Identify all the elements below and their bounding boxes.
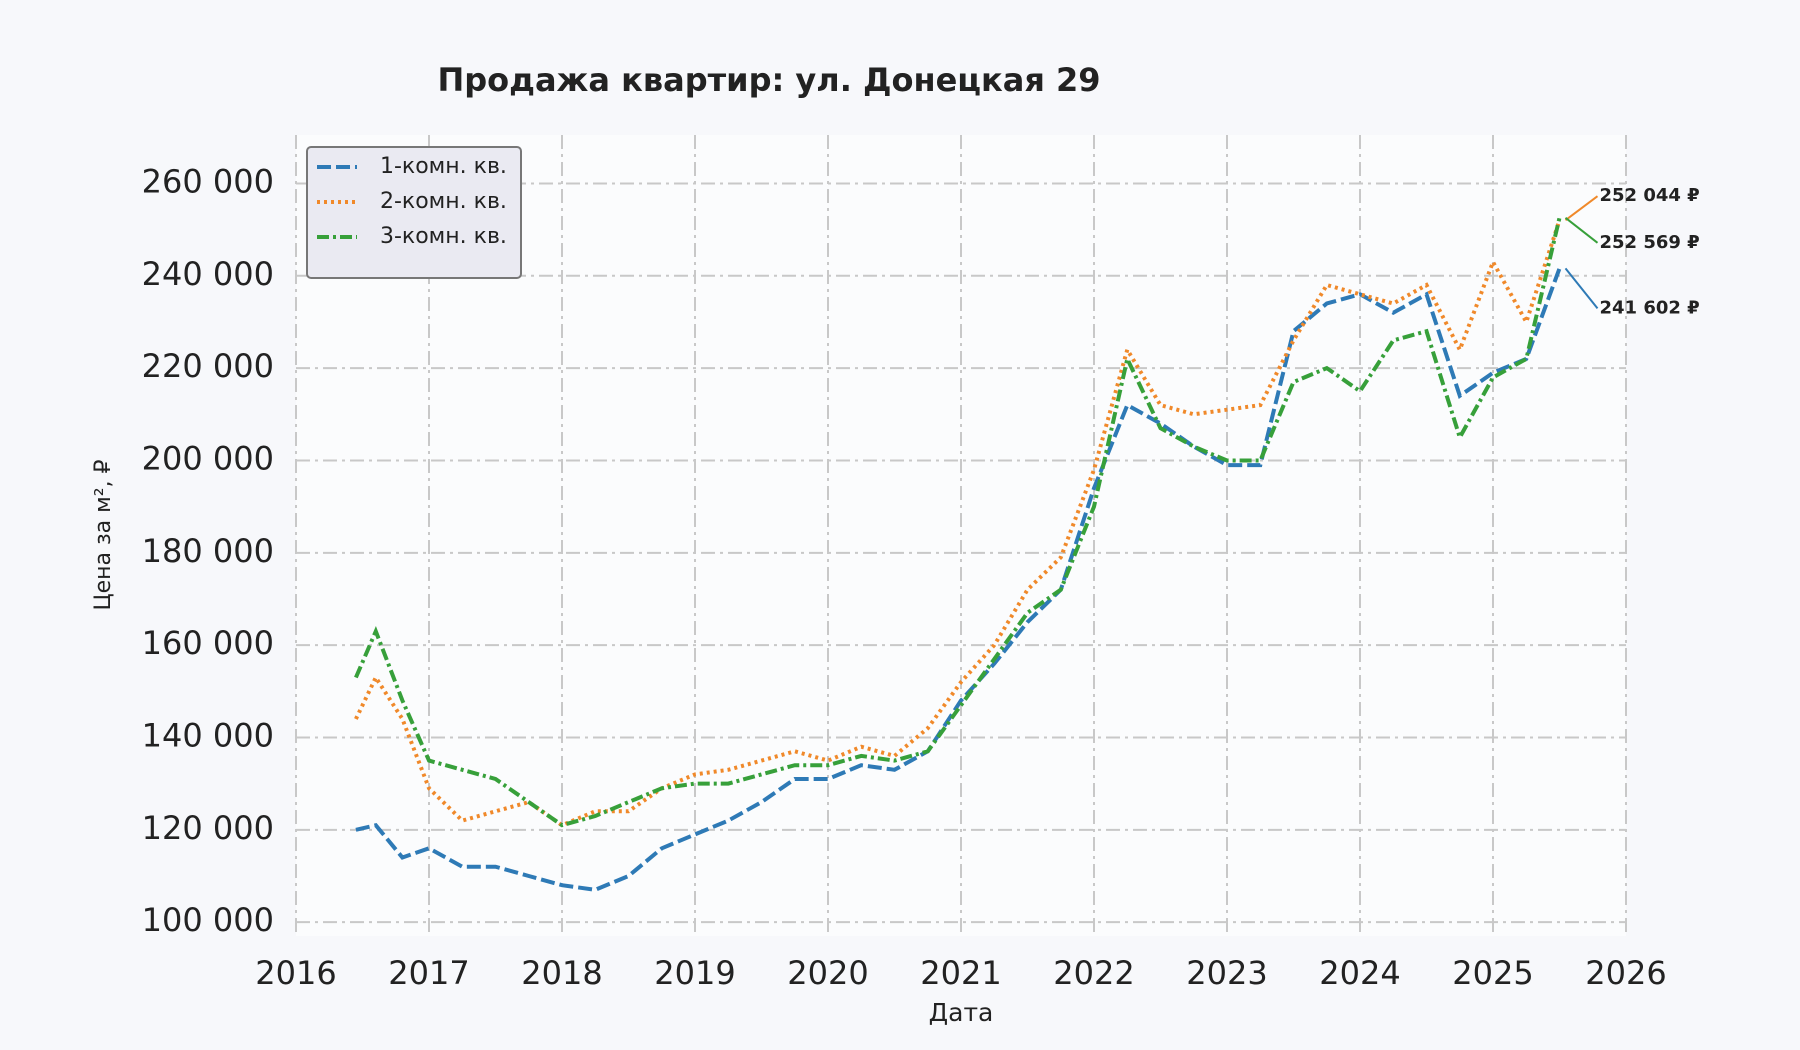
x-tick-label: 2022 xyxy=(1053,954,1134,992)
grid xyxy=(295,135,1627,936)
y-axis-label: Цена за м², ₽ xyxy=(91,459,116,610)
legend-box xyxy=(306,146,522,279)
y-tick-label: 160 000 xyxy=(142,624,274,662)
x-tick-label: 2018 xyxy=(521,954,602,992)
y-tick-label: 100 000 xyxy=(142,901,274,939)
y-tick-label: 140 000 xyxy=(142,716,274,754)
y-tick-label: 260 000 xyxy=(142,162,274,200)
x-tick-label: 2026 xyxy=(1585,954,1666,992)
x-tick-label: 2017 xyxy=(388,954,469,992)
legend: 1-комн. кв. 2-комн. кв. 3-комн. кв. xyxy=(306,146,522,279)
y-tick-label: 120 000 xyxy=(142,809,274,847)
value-label: 241 602 ₽ xyxy=(1600,297,1700,318)
x-tick-label: 2023 xyxy=(1186,954,1267,992)
y-tick-label: 220 000 xyxy=(142,347,274,385)
lines: 241 602 ₽ 252 044 ₽ 252 569 ₽ xyxy=(354,185,1700,892)
legend-label: 2-комн. кв. xyxy=(380,189,507,214)
x-tick-label: 2024 xyxy=(1319,954,1400,992)
y-tick-label: 180 000 xyxy=(142,532,274,570)
series-line xyxy=(354,217,1562,828)
x-tick-label: 2020 xyxy=(787,954,868,992)
x-tick-label: 2016 xyxy=(255,954,336,992)
series-line xyxy=(354,219,1562,828)
chart-title: Продажа квартир: ул. Донецкая 29 xyxy=(437,61,1100,99)
series-line xyxy=(355,267,1562,892)
value-label: 252 044 ₽ xyxy=(1600,185,1700,206)
x-tick-label: 2019 xyxy=(654,954,735,992)
annotation-arrow xyxy=(1564,195,1599,222)
annotation-arrow xyxy=(1564,267,1599,310)
x-tick-label: 2025 xyxy=(1452,954,1533,992)
y-tick-label: 200 000 xyxy=(142,439,274,477)
y-tick-label: 240 000 xyxy=(142,255,274,293)
x-tick-label: 2021 xyxy=(920,954,1001,992)
x-axis-label: Дата xyxy=(929,998,994,1027)
legend-label: 1-комн. кв. xyxy=(380,154,507,179)
annotation-arrow xyxy=(1564,216,1599,244)
value-label: 252 569 ₽ xyxy=(1600,232,1700,253)
legend-label: 3-комн. кв. xyxy=(380,224,507,249)
